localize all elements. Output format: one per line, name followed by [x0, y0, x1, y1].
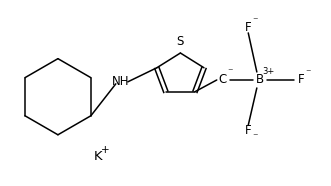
Text: F: F: [298, 73, 305, 86]
Text: 3+: 3+: [263, 68, 275, 76]
Text: K: K: [93, 150, 102, 163]
Text: ⁻: ⁻: [253, 132, 258, 142]
Text: C: C: [219, 73, 227, 86]
Text: ⁻: ⁻: [306, 68, 311, 78]
Text: ⁻: ⁻: [227, 67, 232, 77]
Text: ⁻: ⁻: [253, 16, 258, 26]
Text: S: S: [177, 35, 184, 48]
Text: F: F: [245, 124, 252, 137]
Text: +: +: [101, 145, 110, 155]
Text: B: B: [256, 73, 264, 86]
Text: NH: NH: [112, 75, 129, 88]
Text: F: F: [245, 21, 252, 34]
